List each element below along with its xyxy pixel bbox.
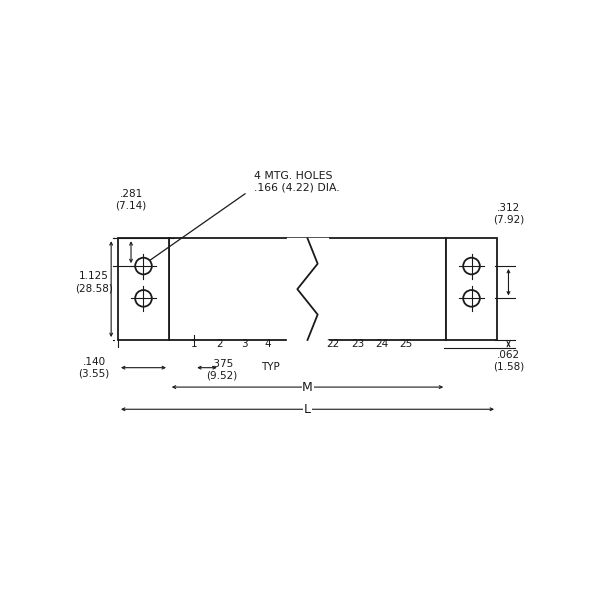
Bar [118,238,169,340]
Text: M: M [302,380,313,394]
Circle shape [135,258,152,274]
Text: 1: 1 [191,338,197,349]
Circle shape [463,290,480,307]
Text: 22: 22 [326,338,340,349]
Text: .312
(7.92): .312 (7.92) [493,203,524,224]
Text: .062
(1.58): .062 (1.58) [493,350,524,371]
Circle shape [463,258,480,274]
Text: 4: 4 [265,338,272,349]
Bar [446,238,497,340]
Text: .140
(3.55): .140 (3.55) [79,357,110,379]
Text: 25: 25 [399,338,413,349]
Text: 23: 23 [351,338,364,349]
Bar [169,238,446,340]
Text: 24: 24 [375,338,388,349]
Text: 4 MTG. HOLES
.166 (4.22) DIA.: 4 MTG. HOLES .166 (4.22) DIA. [254,170,340,192]
Circle shape [135,290,152,307]
Text: 1.125
(28.58): 1.125 (28.58) [75,271,113,293]
Text: L: L [304,403,311,416]
Text: 2: 2 [217,338,223,349]
Text: TYP: TYP [262,362,280,372]
Text: .375
(9.52): .375 (9.52) [206,359,238,381]
Text: 3: 3 [241,338,248,349]
Text: .281
(7.14): .281 (7.14) [115,189,146,211]
